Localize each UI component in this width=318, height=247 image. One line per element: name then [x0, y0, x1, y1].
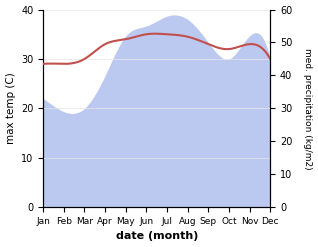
X-axis label: date (month): date (month) — [115, 231, 198, 242]
Y-axis label: max temp (C): max temp (C) — [5, 72, 16, 144]
Y-axis label: med. precipitation (kg/m2): med. precipitation (kg/m2) — [303, 48, 313, 169]
